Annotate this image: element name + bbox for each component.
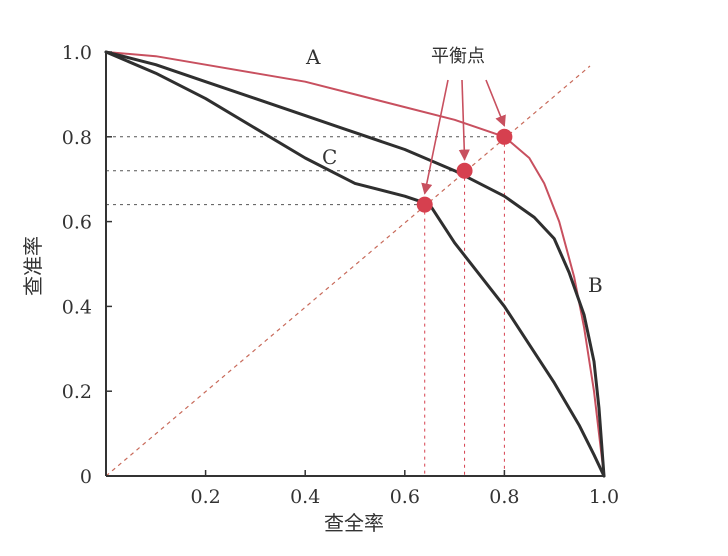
annotation-arrow [458,79,470,161]
series-label-a: A [305,45,321,69]
break-even-point-b [456,162,473,179]
y-tick-label: 0.6 [62,212,92,234]
x-tick-label: 1.0 [589,486,619,508]
series-line-b [104,50,606,478]
y-tick-label: 1.0 [62,42,92,64]
x-tick-label: 0.8 [489,486,519,508]
x-tick-label: 0.6 [390,486,420,508]
break-even-annotation: 平衡点 [431,46,485,67]
y-tick-label: 0.8 [62,127,92,149]
break-even-point-c [416,196,433,213]
x-axis-title: 查全率 [324,511,384,535]
break-even-point-a [496,128,513,145]
y-axis-title: 查准率 [21,236,45,296]
x-tick-label: 0.2 [190,486,220,508]
series-label-b: B [588,273,603,297]
diagonal-reference-line [105,65,591,477]
y-tick-label: 0 [80,466,92,488]
annotation-arrow [421,79,449,195]
y-tick-label: 0.4 [62,296,92,318]
y-tick-label: 0.2 [62,381,92,403]
x-tick-label: 0.4 [290,486,320,508]
annotation-arrow [485,79,506,127]
series-label-c: C [322,145,337,169]
